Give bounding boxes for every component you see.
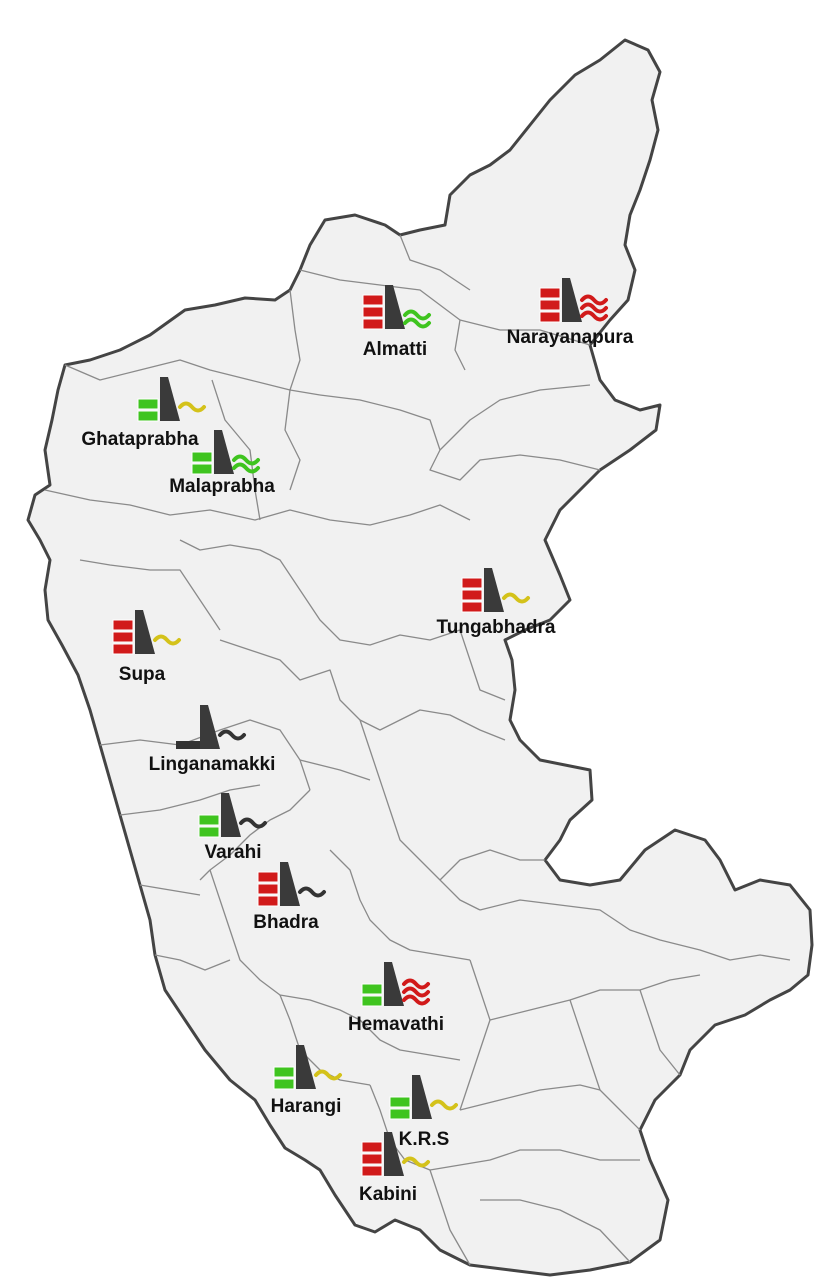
dam-marker-harangi[interactable]: Harangi [271,1045,342,1117]
dam-wall-icon [221,793,241,837]
storage-blocks-icon [361,983,383,1007]
dam-marker-malaprabha[interactable]: Malaprabha [169,430,275,497]
inflow-waves-icon [580,294,608,322]
dam-label-linganamakki: Linganamakki [149,754,276,775]
storage-blocks-icon [257,871,279,907]
dam-wall-icon [384,1132,404,1176]
dam-marker-tungabhadra[interactable]: Tungabhadra [437,568,556,638]
inflow-waves-icon [239,817,267,829]
dam-marker-krs[interactable]: K.R.S [389,1075,458,1150]
inflow-waves-icon [502,592,530,604]
dams-layer: Almatti Narayanapura Ghataprabha Malaprabha… [81,278,634,1205]
storage-blocks-icon [176,741,200,749]
storage-blocks-icon [273,1066,295,1090]
dam-wall-icon [135,610,155,654]
dam-marker-varahi[interactable]: Varahi [198,793,267,863]
dam-label-tungabhadra: Tungabhadra [437,617,556,638]
dam-label-narayanapura: Narayanapura [507,327,634,348]
dam-label-varahi: Varahi [204,842,261,863]
storage-blocks-icon [137,398,159,422]
storage-blocks-icon [461,577,483,613]
dam-wall-icon [484,568,504,612]
dam-wall-icon [384,962,404,1006]
inflow-waves-icon [314,1069,342,1081]
dam-wall-icon [200,705,220,749]
district-borders [44,234,791,1266]
inflow-waves-icon [298,886,326,898]
dam-marker-almatti[interactable]: Almatti [362,285,431,360]
dam-label-bhadra: Bhadra [253,912,319,933]
dam-wall-icon [412,1075,432,1119]
dam-marker-supa[interactable]: Supa [112,610,181,685]
inflow-waves-icon [403,309,431,329]
inflow-waves-icon [153,634,181,646]
dam-marker-kabini[interactable]: Kabini [359,1132,430,1205]
dam-label-harangi: Harangi [271,1096,342,1117]
inflow-waves-icon [402,978,430,1006]
inflow-waves-icon [218,729,246,741]
storage-blocks-icon [362,294,384,330]
dam-label-krs: K.R.S [399,1129,450,1150]
dam-marker-linganamakki[interactable]: Linganamakki [149,705,276,775]
storage-blocks-icon [539,287,561,323]
storage-blocks-icon [198,814,220,838]
dam-wall-icon [385,285,405,329]
dam-label-almatti: Almatti [363,339,427,360]
storage-blocks-icon [112,619,134,655]
inflow-waves-icon [430,1099,458,1111]
dam-wall-icon [160,377,180,421]
dam-marker-narayanapura[interactable]: Narayanapura [507,278,634,348]
dam-wall-icon [214,430,234,474]
dam-marker-bhadra[interactable]: Bhadra [253,862,326,933]
dam-label-ghataprabha: Ghataprabha [81,429,199,450]
storage-blocks-icon [191,451,213,475]
storage-blocks-icon [361,1141,383,1177]
dam-label-kabini: Kabini [359,1184,417,1205]
dam-wall-icon [296,1045,316,1089]
dam-wall-icon [280,862,300,906]
dam-wall-icon [562,278,582,322]
dam-marker-ghataprabha[interactable]: Ghataprabha [81,377,206,450]
dam-label-hemavathi: Hemavathi [348,1014,444,1035]
dam-label-supa: Supa [119,664,166,685]
storage-blocks-icon [389,1096,411,1120]
inflow-waves-icon [232,454,260,474]
dam-label-malaprabha: Malaprabha [169,476,275,497]
dam-marker-hemavathi[interactable]: Hemavathi [348,962,444,1035]
inflow-waves-icon [402,1156,430,1168]
inflow-waves-icon [178,401,206,413]
